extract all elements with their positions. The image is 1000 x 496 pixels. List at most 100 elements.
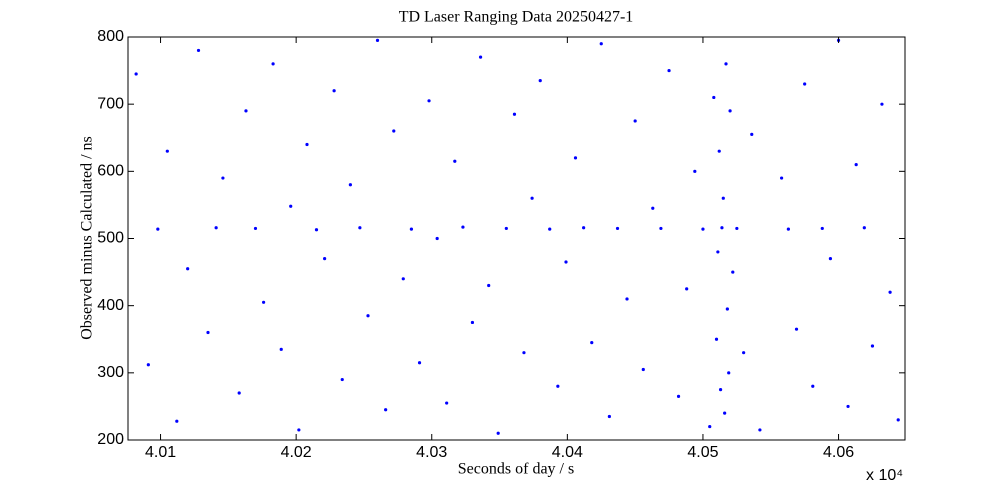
x-tick-label: 4.02 — [281, 444, 312, 461]
point — [348, 183, 352, 187]
point — [888, 290, 892, 294]
point — [742, 351, 746, 355]
x-tick-label: 4.06 — [823, 444, 854, 461]
point — [633, 119, 637, 123]
y-tick-label: 700 — [97, 95, 124, 112]
point — [607, 414, 611, 419]
point — [708, 424, 712, 429]
point — [718, 388, 723, 392]
x-multiplier: x 10⁴ — [866, 467, 903, 484]
point — [721, 196, 725, 200]
point — [723, 411, 727, 415]
point — [358, 226, 362, 230]
point — [461, 225, 465, 229]
point — [582, 226, 586, 230]
point — [735, 226, 739, 231]
point — [712, 95, 716, 100]
point — [289, 204, 293, 208]
point — [685, 287, 689, 291]
point — [340, 377, 344, 382]
point — [880, 102, 884, 106]
point — [522, 351, 526, 355]
point — [156, 227, 160, 231]
point — [146, 363, 150, 367]
y-tick-label: 200 — [97, 431, 124, 448]
point — [651, 206, 655, 210]
point — [590, 341, 594, 345]
point — [496, 431, 500, 435]
point — [896, 418, 900, 422]
point — [727, 371, 731, 375]
point — [564, 260, 568, 264]
point — [731, 270, 735, 274]
y-tick-label: 800 — [97, 28, 124, 45]
point — [186, 267, 190, 271]
x-tick-label: 4.03 — [416, 444, 447, 461]
point — [720, 226, 724, 230]
point — [758, 428, 762, 432]
point — [641, 367, 645, 372]
point — [820, 226, 824, 231]
x-tick-label: 4.01 — [145, 444, 176, 461]
point — [724, 62, 728, 66]
y-tick-label: 400 — [97, 297, 124, 314]
y-tick-label: 600 — [97, 163, 124, 180]
point — [271, 62, 275, 66]
point — [556, 384, 560, 388]
point — [862, 226, 866, 230]
point — [401, 277, 405, 281]
point — [811, 384, 815, 388]
point — [846, 404, 850, 409]
point — [512, 112, 517, 116]
point — [478, 55, 483, 59]
point — [314, 228, 319, 232]
point — [332, 89, 336, 93]
x-tick-label: 4.04 — [552, 444, 583, 461]
point — [676, 394, 681, 398]
point — [427, 99, 431, 103]
chart-title: TD Laser Ranging Data 20250427-1 — [399, 9, 634, 26]
point — [828, 257, 833, 261]
point — [717, 149, 721, 153]
point — [625, 297, 629, 301]
point — [453, 159, 457, 163]
point — [305, 142, 309, 147]
point — [538, 79, 542, 83]
point — [714, 337, 719, 341]
point — [854, 163, 858, 167]
point — [716, 250, 720, 254]
point — [253, 226, 258, 231]
point — [693, 169, 697, 173]
y-tick-label: 300 — [97, 364, 124, 381]
point — [794, 327, 799, 331]
point — [297, 428, 301, 432]
point — [134, 72, 138, 76]
point — [196, 48, 201, 53]
point — [504, 226, 508, 231]
point — [417, 361, 422, 365]
point — [725, 307, 729, 311]
plot-frame — [127, 36, 906, 441]
point — [615, 226, 620, 231]
point — [786, 227, 790, 231]
point — [803, 82, 807, 86]
point — [409, 227, 414, 231]
point — [659, 226, 663, 231]
point — [214, 226, 218, 230]
point — [244, 109, 248, 113]
point — [279, 347, 283, 351]
point — [323, 257, 327, 261]
y-axis-label: Observed minus Calculated / ns — [79, 136, 96, 340]
x-tick-label: 4.05 — [687, 444, 718, 461]
point — [599, 42, 603, 46]
point — [384, 408, 388, 412]
point — [701, 227, 705, 231]
point — [870, 344, 875, 348]
point — [445, 401, 449, 405]
point — [435, 236, 439, 241]
point — [175, 419, 179, 423]
point — [375, 38, 380, 42]
point — [392, 129, 396, 133]
point — [366, 314, 370, 318]
